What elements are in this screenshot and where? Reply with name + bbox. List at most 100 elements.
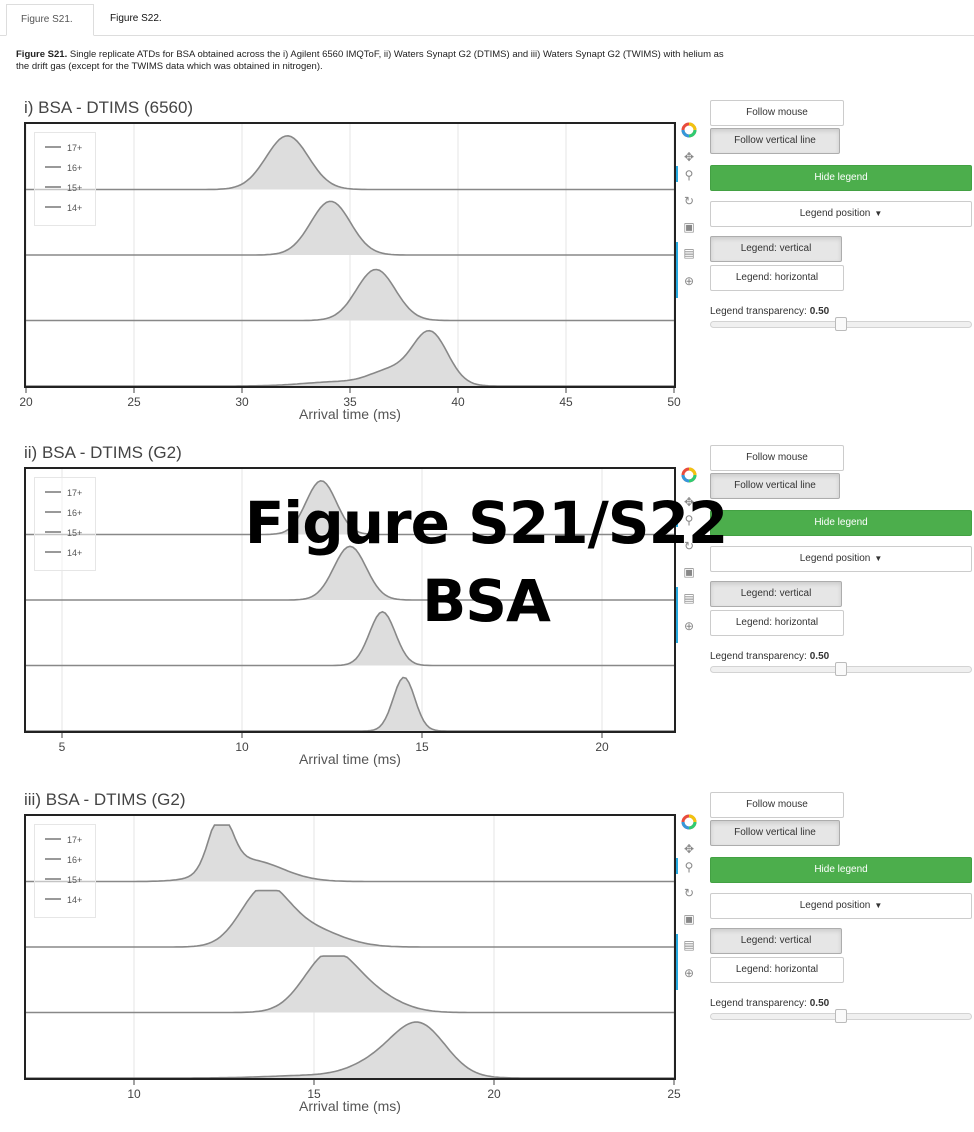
plot-area[interactable]: 17+ 16+ 15+ 14+ — [24, 467, 676, 733]
series-line-16+ — [26, 200, 674, 256]
follow-mouse-button[interactable]: Follow mouse — [710, 100, 844, 126]
legend-label: 16+ — [67, 508, 83, 518]
tab-figure-s22[interactable]: Figure S22. — [110, 13, 162, 24]
legend-controls: Follow mouse Follow vertical line Hide l… — [710, 445, 974, 685]
legend-horizontal-button[interactable]: Legend: horizontal — [710, 957, 844, 983]
bokeh-logo-icon[interactable] — [680, 467, 698, 485]
follow-mouse-button[interactable]: Follow mouse — [710, 792, 844, 818]
x-tick-label: 20 — [595, 740, 609, 754]
legend-label: 16+ — [67, 855, 83, 865]
bokeh-logo-icon[interactable] — [680, 122, 698, 140]
legend-swatch — [45, 186, 61, 188]
bokeh-logo-icon[interactable] — [680, 814, 698, 832]
transparency-value: 0.50 — [809, 306, 830, 317]
legend-horizontal-button[interactable]: Legend: horizontal — [710, 610, 844, 636]
chart-legend: 17+ 16+ 15+ 14+ — [34, 824, 96, 918]
hide-legend-button[interactable]: Hide legend — [710, 510, 972, 536]
legend-position-dropdown[interactable]: Legend position ▼ — [710, 201, 972, 227]
legend-position-dropdown[interactable]: Legend position ▼ — [710, 893, 972, 919]
caret-down-icon: ▼ — [874, 901, 883, 910]
legend-swatch — [45, 491, 61, 493]
chart-title: i) BSA - DTIMS (6560) — [24, 98, 194, 117]
x-tick-label: 10 — [127, 1087, 141, 1101]
x-tick-label: 20 — [487, 1087, 501, 1101]
tab-figure-s21[interactable]: Figure S21. — [6, 4, 94, 36]
chart-legend: 17+ 16+ 15+ 14+ — [34, 477, 96, 571]
pan-icon[interactable]: ✥ — [683, 842, 695, 856]
reset-icon[interactable]: ↻ — [683, 194, 695, 208]
series-area-17+ — [26, 825, 674, 882]
transparency-slider-handle[interactable] — [835, 317, 847, 331]
legend-swatch — [45, 206, 61, 208]
x-tick-label: 25 — [667, 1087, 681, 1101]
x-tick-label: 50 — [667, 395, 681, 409]
legend-label: 17+ — [67, 835, 83, 845]
zoom-icon[interactable]: ⚲ — [684, 168, 694, 182]
hide-legend-button[interactable]: Hide legend — [710, 857, 972, 883]
x-tick-label: 45 — [559, 395, 573, 409]
reset-icon[interactable]: ↻ — [683, 886, 695, 900]
legend-position-label: Legend position — [799, 553, 871, 564]
transparency-slider-handle[interactable] — [835, 1009, 847, 1023]
legend-label: 17+ — [67, 488, 83, 498]
pan-icon[interactable]: ✥ — [683, 150, 695, 164]
legend-vertical-button[interactable]: Legend: vertical — [710, 236, 842, 262]
crosshair-icon[interactable]: ⊕ — [683, 619, 695, 633]
active-tool-marker — [676, 858, 678, 874]
transparency-slider-handle[interactable] — [835, 662, 847, 676]
series-line-14+ — [26, 329, 674, 386]
caption-label: Figure S21. — [16, 49, 68, 60]
chart-panel-3: iii) BSA - DTIMS (G2) 17+ 16+ 15+ 14+ 10 15 2… — [0, 790, 974, 1132]
caret-down-icon: ▼ — [874, 209, 883, 218]
legend-horizontal-button[interactable]: Legend: horizontal — [710, 265, 844, 291]
pan-icon[interactable]: ✥ — [683, 495, 695, 509]
legend-swatch — [45, 146, 61, 148]
hide-legend-button[interactable]: Hide legend — [710, 165, 972, 191]
legend-swatch — [45, 878, 61, 880]
figure-tabs: Figure S21. Figure S22. — [0, 0, 974, 36]
series-line-15+ — [26, 268, 674, 322]
follow-vertical-line-button[interactable]: Follow vertical line — [710, 473, 840, 499]
chart-legend: 17+ 16+ 15+ 14+ — [34, 132, 96, 226]
legend-swatch — [45, 166, 61, 168]
plot-area[interactable]: 17+ 16+ 15+ 14+ — [24, 814, 676, 1080]
zoom-icon[interactable]: ⚲ — [684, 860, 694, 874]
legend-swatch — [45, 898, 61, 900]
follow-vertical-line-button[interactable]: Follow vertical line — [710, 128, 840, 154]
save-icon[interactable]: ▣ — [683, 912, 695, 926]
hover-icon[interactable]: ▤ — [683, 246, 695, 260]
x-axis-label: Arrival time (ms) — [299, 1098, 401, 1114]
save-icon[interactable]: ▣ — [683, 220, 695, 234]
hover-icon[interactable]: ▤ — [683, 591, 695, 605]
reset-icon[interactable]: ↻ — [683, 539, 695, 553]
active-tool-marker-2 — [676, 242, 678, 298]
chart-title: ii) BSA - DTIMS (G2) — [24, 443, 182, 462]
crosshair-icon[interactable]: ⊕ — [683, 274, 695, 288]
legend-position-dropdown[interactable]: Legend position ▼ — [710, 546, 972, 572]
series-area-14+ — [26, 677, 674, 731]
follow-mouse-button[interactable]: Follow mouse — [710, 445, 844, 471]
legend-controls: Follow mouse Follow vertical line Hide l… — [710, 100, 974, 340]
plot-svg — [26, 124, 674, 386]
x-tick-label: 20 — [19, 395, 33, 409]
legend-transparency: Legend transparency: 0.50 — [710, 306, 829, 317]
plot-svg — [26, 469, 674, 731]
x-axis: 10 15 20 25 — [24, 1080, 681, 1120]
series-area-16+ — [26, 546, 674, 600]
x-tick-label: 40 — [451, 395, 465, 409]
hover-icon[interactable]: ▤ — [683, 938, 695, 952]
legend-position-label: Legend position — [799, 208, 871, 219]
series-area-15+ — [26, 269, 674, 321]
crosshair-icon[interactable]: ⊕ — [683, 966, 695, 980]
plot-area[interactable]: 17+ 16+ 15+ 14+ — [24, 122, 676, 388]
save-icon[interactable]: ▣ — [683, 565, 695, 579]
legend-vertical-button[interactable]: Legend: vertical — [710, 581, 842, 607]
zoom-icon[interactable]: ⚲ — [684, 513, 694, 527]
legend-transparency: Legend transparency: 0.50 — [710, 651, 829, 662]
legend-swatch — [45, 838, 61, 840]
series-line-15+ — [26, 955, 674, 1014]
follow-vertical-line-button[interactable]: Follow vertical line — [710, 820, 840, 846]
legend-vertical-button[interactable]: Legend: vertical — [710, 928, 842, 954]
x-tick-label: 30 — [235, 395, 249, 409]
x-axis: 5 10 15 20 — [24, 733, 676, 773]
